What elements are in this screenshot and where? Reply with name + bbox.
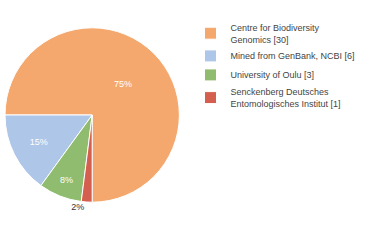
svg-text:75%: 75% (114, 79, 132, 89)
svg-text:University of Oulu [3]: University of Oulu [3] (231, 70, 315, 80)
svg-text:2%: 2% (71, 202, 84, 212)
svg-text:Centre for BiodiversityGenomic: Centre for BiodiversityGenomics [30] (231, 23, 320, 45)
svg-text:Mined from GenBank, NCBI [6]: Mined from GenBank, NCBI [6] (231, 51, 355, 61)
svg-text:8%: 8% (60, 175, 73, 185)
svg-text:15%: 15% (30, 137, 48, 147)
svg-text:Senckenberg DeutschesEntomolog: Senckenberg DeutschesEntomologisches Ins… (231, 87, 341, 109)
